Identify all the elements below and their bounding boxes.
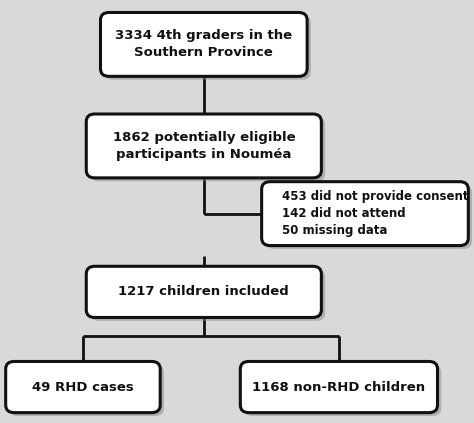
FancyBboxPatch shape xyxy=(9,365,164,416)
Text: 1217 children included: 1217 children included xyxy=(118,286,289,298)
FancyBboxPatch shape xyxy=(104,16,311,80)
FancyBboxPatch shape xyxy=(6,361,160,413)
FancyBboxPatch shape xyxy=(265,185,472,249)
Text: 49 RHD cases: 49 RHD cases xyxy=(32,381,134,393)
FancyBboxPatch shape xyxy=(86,266,321,317)
Text: 1168 non-RHD children: 1168 non-RHD children xyxy=(252,381,426,393)
FancyBboxPatch shape xyxy=(100,13,307,76)
FancyBboxPatch shape xyxy=(90,270,325,321)
FancyBboxPatch shape xyxy=(90,117,325,181)
FancyBboxPatch shape xyxy=(86,114,321,178)
Text: 3334 4th graders in the
Southern Province: 3334 4th graders in the Southern Provinc… xyxy=(115,30,292,59)
FancyBboxPatch shape xyxy=(240,361,438,413)
Text: 453 did not provide consent
142 did not attend
50 missing data: 453 did not provide consent 142 did not … xyxy=(282,190,468,237)
Text: 1862 potentially eligible
participants in Nouméa: 1862 potentially eligible participants i… xyxy=(112,131,295,161)
FancyBboxPatch shape xyxy=(262,182,468,245)
FancyBboxPatch shape xyxy=(244,365,441,416)
